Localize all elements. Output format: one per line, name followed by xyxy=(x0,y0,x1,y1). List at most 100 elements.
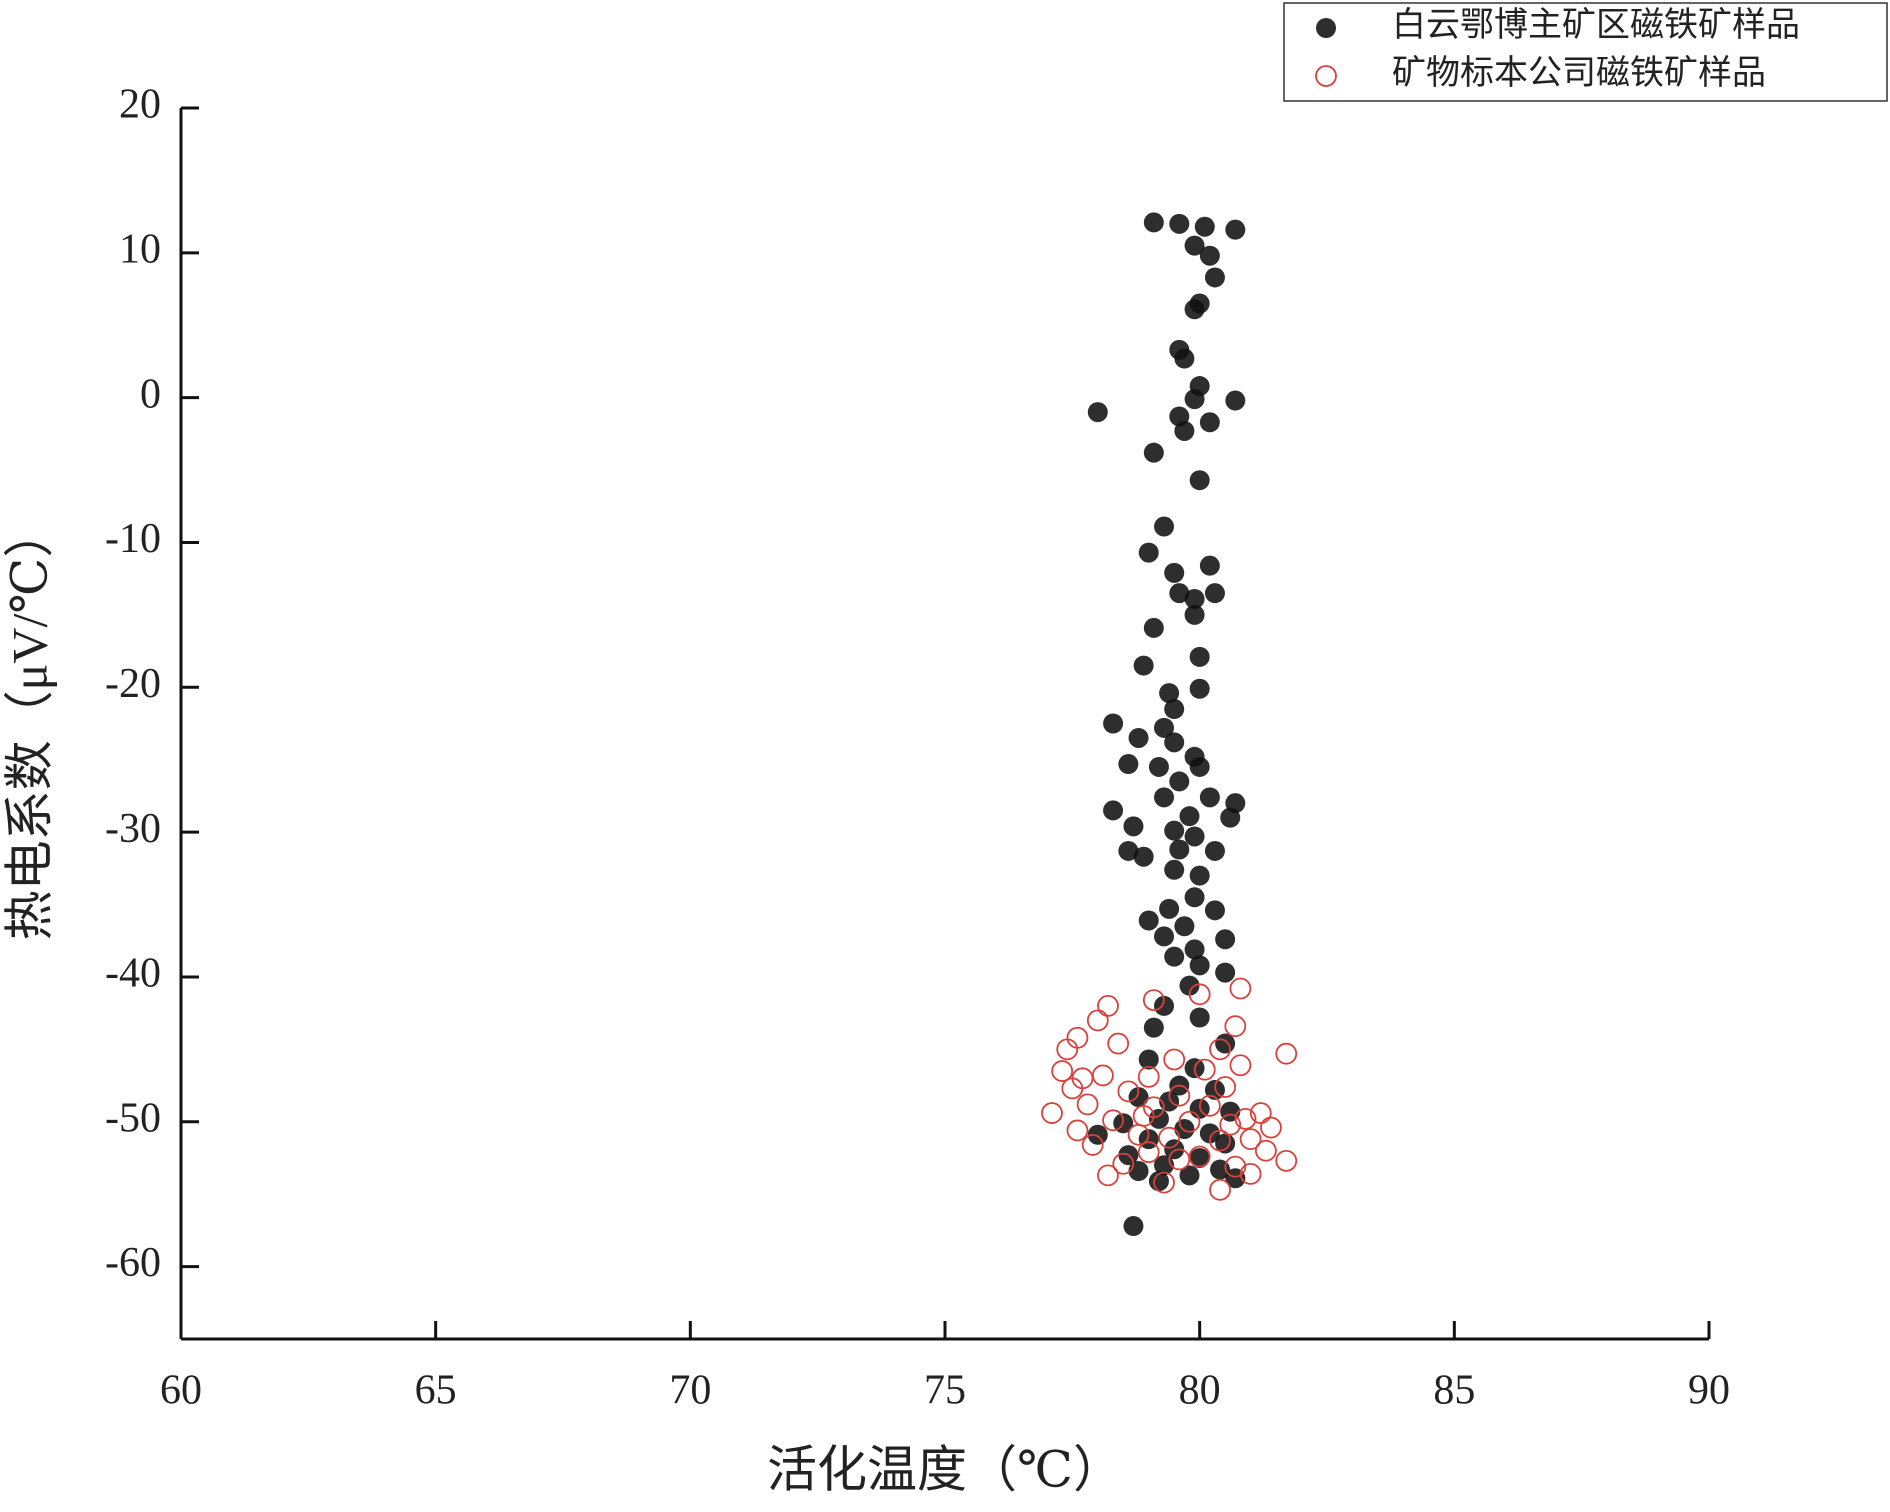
point xyxy=(1220,807,1241,828)
point xyxy=(1112,1152,1135,1175)
y-tick-label: 0 xyxy=(140,371,161,417)
point xyxy=(1133,846,1154,867)
point xyxy=(1118,754,1139,775)
point xyxy=(1209,1129,1231,1152)
point xyxy=(1097,995,1119,1017)
legend-box xyxy=(1283,2,1888,102)
point xyxy=(1178,1110,1201,1133)
point xyxy=(1076,1093,1099,1116)
point xyxy=(1154,787,1175,808)
point xyxy=(1164,562,1185,583)
point xyxy=(1204,840,1225,861)
point xyxy=(1164,1139,1185,1160)
point xyxy=(1133,655,1154,676)
point xyxy=(1209,1038,1231,1061)
point xyxy=(1184,887,1205,908)
point xyxy=(1164,946,1185,967)
point xyxy=(1275,1042,1298,1065)
legend-marker xyxy=(1315,65,1337,87)
point xyxy=(1229,1054,1252,1077)
point xyxy=(1138,542,1159,563)
legend-label: 矿物标本公司磁铁矿样品 xyxy=(1392,54,1766,92)
y-tick-label: -50 xyxy=(105,1095,161,1141)
x-tick-label: 85 xyxy=(1433,1368,1475,1414)
point xyxy=(1184,235,1205,256)
point xyxy=(1199,412,1220,433)
point xyxy=(1159,683,1180,704)
point xyxy=(1215,962,1236,983)
point xyxy=(1174,916,1195,937)
point xyxy=(1214,1076,1237,1098)
y-tick-label: -30 xyxy=(105,806,161,852)
point xyxy=(1184,826,1205,847)
point xyxy=(1066,1119,1089,1142)
point xyxy=(1154,995,1175,1016)
point xyxy=(1174,420,1195,441)
point xyxy=(1249,1102,1272,1124)
point xyxy=(1128,727,1149,748)
y-tick-label: 10 xyxy=(119,226,161,272)
point xyxy=(1184,939,1205,960)
point xyxy=(1204,583,1225,604)
point xyxy=(1086,1009,1109,1032)
point xyxy=(1137,1141,1160,1164)
point xyxy=(1138,1049,1159,1070)
point xyxy=(1154,717,1175,738)
point xyxy=(1169,583,1190,604)
point xyxy=(1189,756,1210,777)
point xyxy=(1142,989,1165,1012)
point xyxy=(1209,1178,1231,1201)
point xyxy=(1071,1067,1094,1090)
point xyxy=(1199,1123,1220,1144)
point xyxy=(1051,1060,1074,1082)
point xyxy=(1164,732,1185,753)
point xyxy=(1091,1064,1114,1087)
point xyxy=(1215,929,1236,950)
point xyxy=(1219,1113,1242,1136)
point xyxy=(1239,1128,1262,1151)
point xyxy=(1189,865,1210,886)
point xyxy=(1184,389,1205,410)
point xyxy=(1189,470,1210,491)
point xyxy=(1174,348,1195,369)
point xyxy=(1168,1084,1191,1107)
point xyxy=(1229,977,1252,1000)
point xyxy=(1189,1007,1210,1028)
y-tick-label: 20 xyxy=(119,82,161,128)
point xyxy=(1087,402,1108,423)
point xyxy=(1174,1119,1195,1140)
x-tick-label: 65 xyxy=(415,1368,457,1414)
point xyxy=(1123,816,1144,837)
point xyxy=(1189,646,1210,667)
legend-label: 白云鄂博主矿区磁铁矿样品 xyxy=(1392,6,1800,44)
y-tick-label: -40 xyxy=(105,951,161,997)
point xyxy=(1097,1164,1119,1187)
x-tick-label: 60 xyxy=(160,1368,202,1414)
point xyxy=(1143,617,1164,638)
point xyxy=(1138,910,1159,931)
point xyxy=(1118,840,1139,861)
x-tick-label: 75 xyxy=(924,1368,966,1414)
point xyxy=(1103,713,1124,734)
point xyxy=(1123,1216,1144,1237)
point xyxy=(1107,1032,1130,1055)
point xyxy=(1103,800,1124,821)
point xyxy=(1179,975,1200,996)
point xyxy=(1168,1148,1191,1171)
point xyxy=(1081,1134,1104,1156)
x-axis-label: 活化温度（℃） xyxy=(767,1441,1123,1497)
point xyxy=(1102,1109,1124,1132)
point xyxy=(1179,806,1200,827)
point xyxy=(1239,1163,1262,1185)
point xyxy=(1194,216,1215,237)
point xyxy=(1158,1126,1181,1149)
point xyxy=(1199,787,1220,808)
point xyxy=(1169,839,1190,860)
point xyxy=(1041,1102,1063,1124)
point xyxy=(1087,1124,1108,1145)
point xyxy=(1198,1094,1221,1117)
x-tick-label: 80 xyxy=(1179,1368,1221,1414)
point xyxy=(1159,898,1180,919)
point xyxy=(1189,678,1210,699)
point xyxy=(1275,1149,1298,1172)
